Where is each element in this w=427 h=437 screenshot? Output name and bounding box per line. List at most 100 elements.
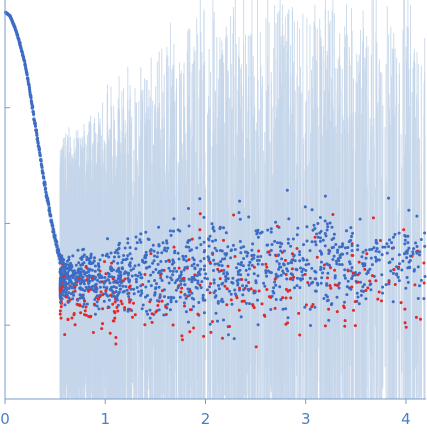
data-point [219, 260, 223, 264]
data-point [109, 251, 113, 255]
data-point [374, 249, 378, 253]
data-point [350, 249, 354, 253]
data-point [160, 268, 164, 272]
data-point [55, 240, 59, 244]
data-point [97, 307, 101, 311]
data-point [58, 279, 62, 283]
data-point [320, 252, 323, 256]
data-point [270, 243, 274, 246]
data-point [55, 245, 59, 249]
data-point [245, 284, 248, 288]
data-point [64, 285, 68, 289]
data-point [153, 291, 157, 295]
data-point [284, 307, 288, 311]
data-point [141, 260, 145, 264]
data-point [257, 258, 261, 262]
data-point [274, 220, 278, 224]
data-point [92, 259, 96, 263]
negative-data-point [188, 289, 192, 293]
negative-data-point [353, 300, 357, 304]
negative-data-point [179, 290, 183, 294]
negative-data-point [196, 312, 200, 316]
negative-data-point [351, 271, 355, 275]
data-point [341, 242, 345, 246]
data-point [39, 159, 43, 163]
data-point [149, 298, 153, 302]
data-point [330, 225, 334, 229]
data-point [285, 188, 289, 192]
data-point [85, 255, 89, 259]
data-point [115, 296, 119, 300]
data-point [311, 280, 315, 284]
data-point [206, 288, 209, 292]
data-point [332, 254, 336, 258]
negative-data-point [403, 321, 407, 325]
negative-data-point [252, 306, 256, 310]
data-point [397, 231, 401, 235]
negative-data-point [143, 323, 147, 327]
data-point [233, 288, 237, 292]
data-point [36, 141, 40, 145]
data-point [157, 243, 161, 247]
data-point [85, 258, 89, 262]
data-point [197, 270, 201, 274]
data-point [203, 264, 207, 268]
data-point [229, 256, 233, 260]
data-point [337, 286, 341, 290]
x-tick-label: 2 [201, 410, 211, 428]
data-point [304, 263, 308, 267]
data-point [419, 238, 423, 241]
data-point [172, 229, 175, 233]
negative-data-point [193, 273, 197, 277]
data-point [316, 222, 320, 225]
data-point [316, 235, 320, 239]
data-point [117, 246, 121, 250]
negative-data-point [167, 258, 171, 262]
negative-data-point [114, 336, 118, 339]
negative-data-point [92, 302, 96, 306]
data-point [302, 243, 305, 247]
data-point [242, 245, 246, 249]
data-point [301, 257, 305, 260]
data-point [185, 259, 188, 263]
negative-data-point [91, 331, 95, 334]
negative-data-point [284, 287, 288, 291]
data-point [137, 263, 141, 267]
data-point [307, 283, 311, 287]
data-point [192, 297, 196, 301]
data-point [162, 295, 166, 299]
data-point [68, 280, 71, 284]
data-point [375, 241, 379, 245]
negative-data-point [350, 253, 354, 257]
data-point [232, 337, 236, 341]
data-point [116, 292, 120, 296]
data-point [411, 250, 415, 254]
negative-data-point [63, 333, 67, 337]
negative-data-point [292, 275, 296, 279]
negative-data-point [364, 289, 368, 292]
data-point [38, 153, 42, 157]
negative-data-point [419, 317, 422, 321]
data-point [247, 263, 251, 267]
data-point [116, 277, 120, 281]
negative-data-point [242, 299, 246, 303]
negative-data-point [58, 312, 62, 316]
negative-data-point [222, 238, 225, 242]
data-point [242, 257, 246, 260]
data-point [169, 300, 173, 304]
data-point [277, 267, 281, 271]
data-point [212, 278, 216, 282]
data-point [327, 318, 331, 322]
data-point [236, 272, 240, 276]
data-point [314, 277, 318, 281]
negative-data-point [216, 267, 220, 271]
data-point [102, 285, 106, 289]
data-point [147, 279, 151, 283]
data-point [103, 276, 107, 279]
data-point [59, 295, 63, 299]
data-point [198, 273, 202, 276]
data-point [224, 231, 228, 235]
data-point [81, 255, 85, 259]
data-point [278, 285, 282, 289]
data-point [115, 269, 119, 273]
